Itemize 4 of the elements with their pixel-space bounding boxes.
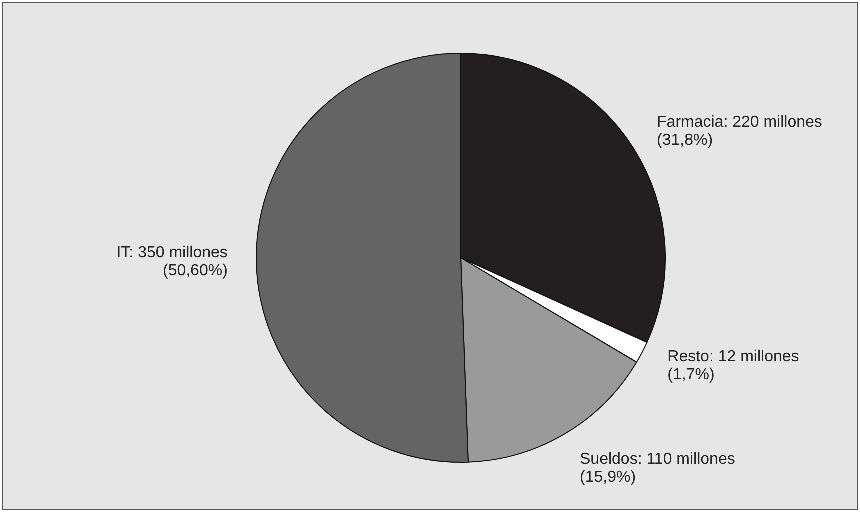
slice-label: Resto: 12 millones (1,7%) — [668, 348, 800, 384]
slice-label: Sueldos: 110 millones (15,9%) — [580, 450, 736, 486]
slice-label: IT: 350 millones (50,60%) — [116, 244, 228, 280]
slice-label: Farmacia: 220 millones (31,8%) — [657, 114, 822, 150]
